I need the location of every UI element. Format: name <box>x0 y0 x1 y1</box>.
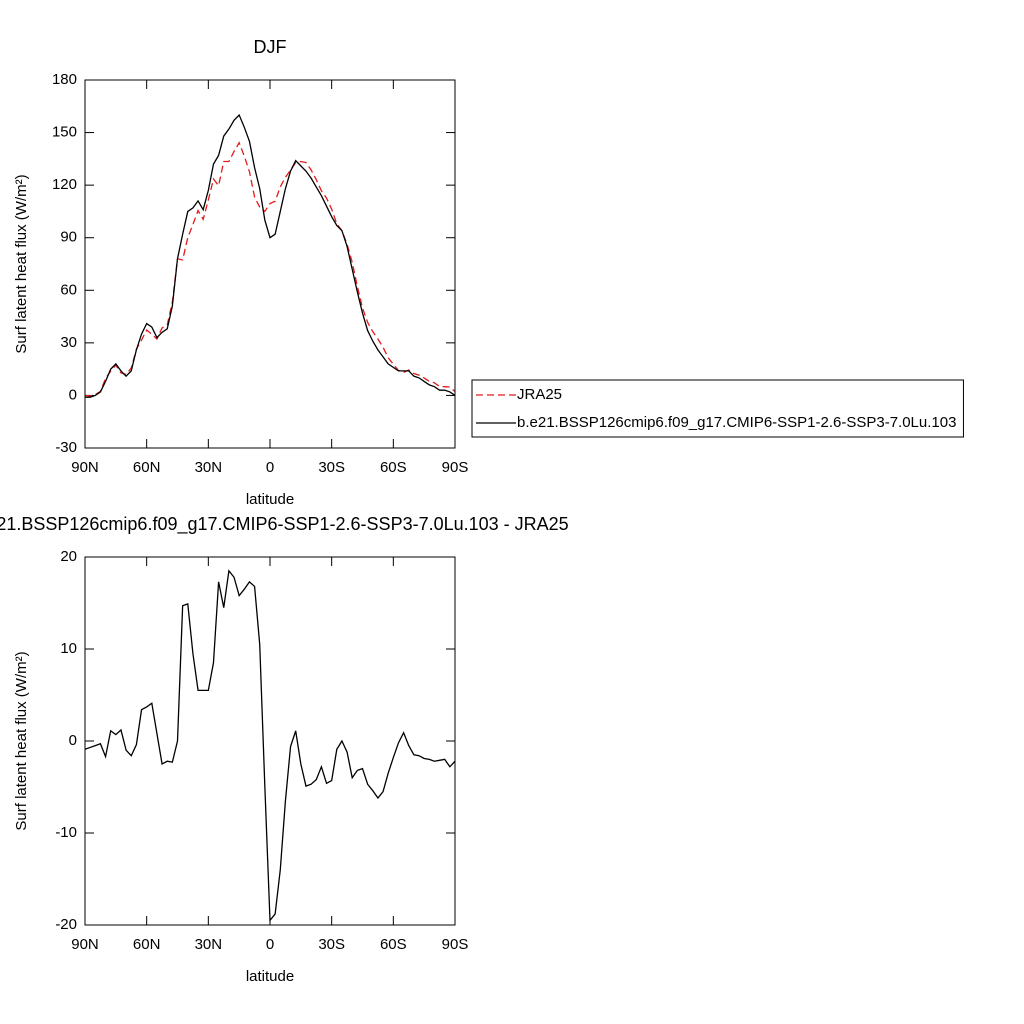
y-tick-label: 0 <box>69 386 77 403</box>
y-tick-label: 0 <box>69 732 77 749</box>
legend-label: JRA25 <box>517 386 562 403</box>
y-tick-label: 20 <box>60 548 77 565</box>
chart-title: DJF <box>254 37 287 57</box>
x-axis-label: latitude <box>246 491 294 508</box>
x-tick-label: 30S <box>318 936 345 953</box>
x-axis-label: latitude <box>246 968 294 985</box>
x-tick-label: 90N <box>71 936 99 953</box>
x-tick-label: 60S <box>380 936 407 953</box>
y-tick-label: -30 <box>55 439 77 456</box>
y-tick-label: 10 <box>60 640 77 657</box>
y-axis-label: Surf latent heat flux (W/m²) <box>13 651 30 830</box>
x-tick-label: 30N <box>195 459 223 476</box>
y-tick-label: -20 <box>55 916 77 933</box>
y-tick-label: 60 <box>60 281 77 298</box>
x-tick-label: 0 <box>266 936 274 953</box>
legend-label: b.e21.BSSP126cmip6.f09_g17.CMIP6-SSP1-2.… <box>517 414 956 431</box>
x-tick-label: 90N <box>71 459 99 476</box>
x-tick-label: 0 <box>266 459 274 476</box>
chart-title: b.e21.BSSP126cmip6.f09_g17.CMIP6-SSP1-2.… <box>0 514 569 535</box>
plot-frame <box>84 79 456 449</box>
x-tick-label: 60N <box>133 459 161 476</box>
data-line <box>85 113 456 398</box>
y-axis-label: Surf latent heat flux (W/m²) <box>13 174 30 353</box>
y-tick-label: 150 <box>52 124 77 141</box>
y-tick-label: 180 <box>52 71 77 88</box>
x-tick-label: 60S <box>380 459 407 476</box>
x-tick-label: 90S <box>442 459 469 476</box>
x-tick-label: 30S <box>318 459 345 476</box>
data-line <box>84 141 456 397</box>
y-tick-label: 90 <box>60 229 77 246</box>
legend: JRA25 b.e21.BSSP126cmip6.f09_g17.CMIP6-SS… <box>471 379 964 438</box>
plot-frame <box>84 556 456 926</box>
y-tick-label: 30 <box>60 334 77 351</box>
y-tick-label: 120 <box>52 176 77 193</box>
x-tick-label: 30N <box>195 936 223 953</box>
y-tick-label: -10 <box>55 824 77 841</box>
data-line <box>84 569 456 923</box>
x-tick-label: 60N <box>133 936 161 953</box>
legend-frame <box>471 379 964 438</box>
x-tick-label: 90S <box>442 936 469 953</box>
